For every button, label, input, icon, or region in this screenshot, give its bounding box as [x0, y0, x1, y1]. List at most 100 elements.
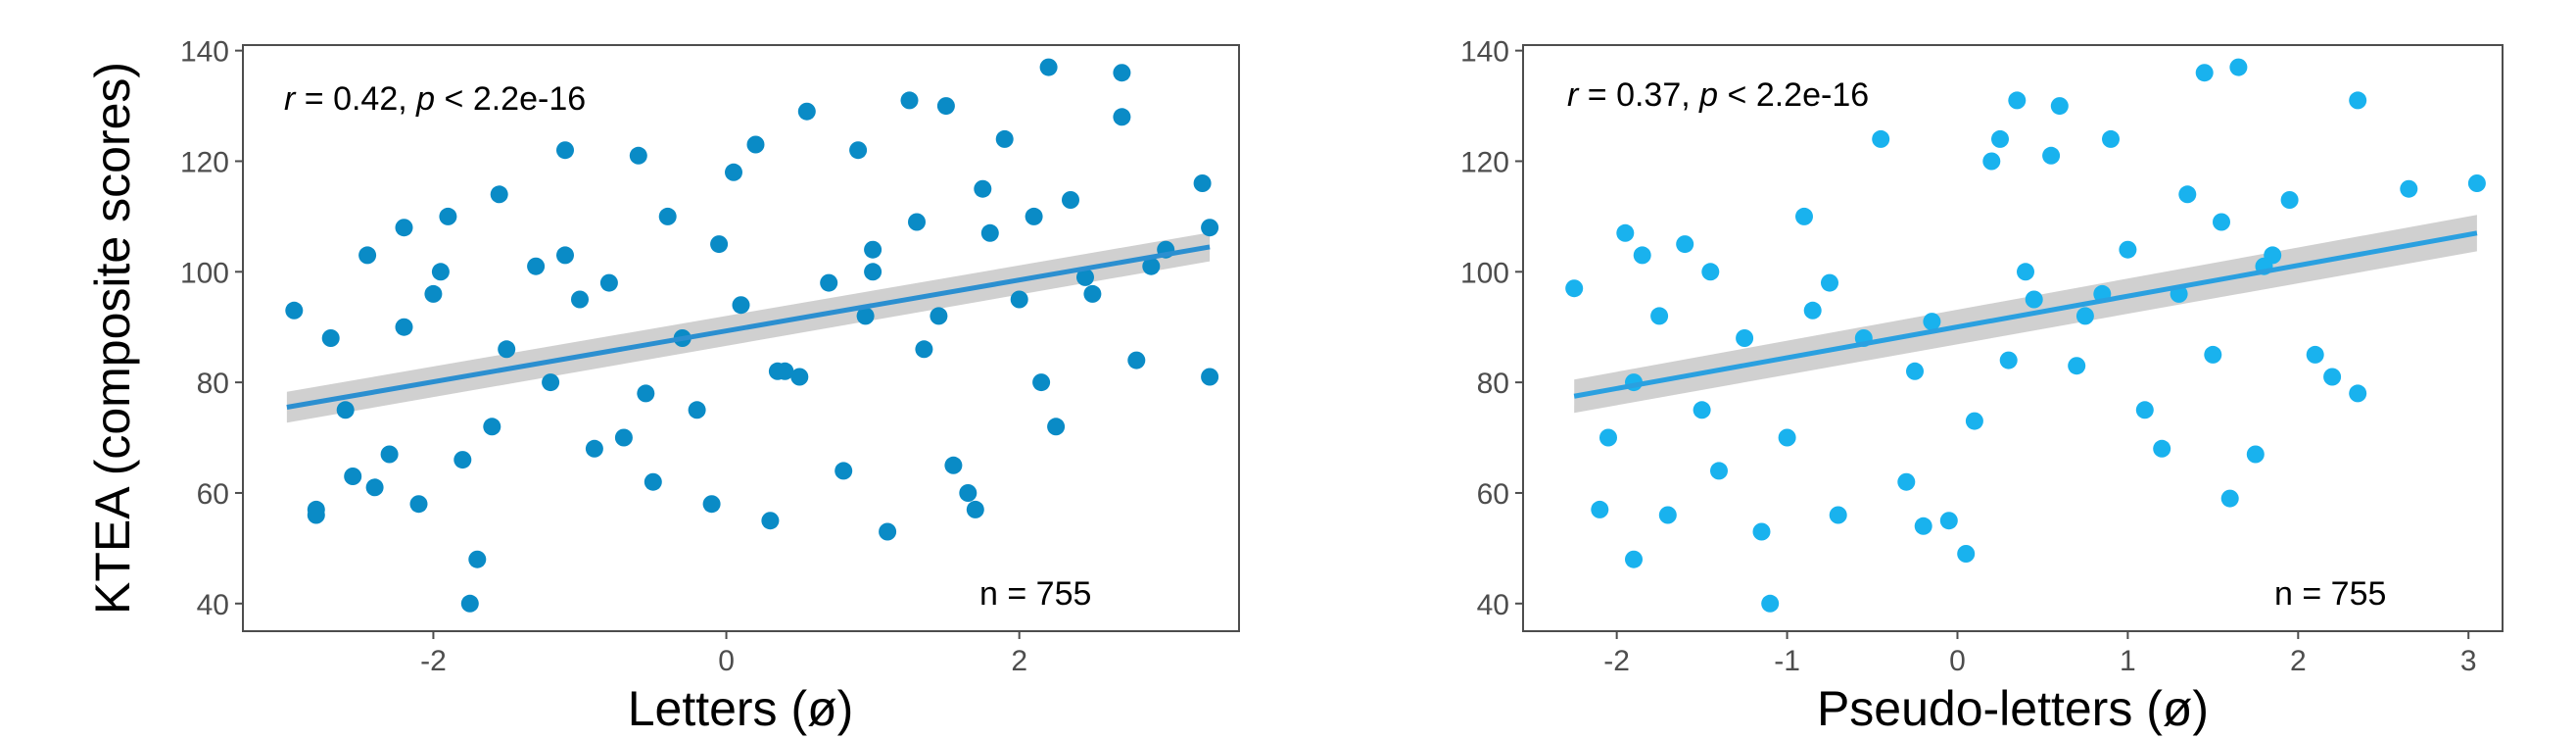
left-x-tick-label: 0 — [718, 645, 735, 677]
left-y-tick-label: 80 — [197, 368, 229, 400]
right-y-tick-label: 80 — [1477, 368, 1509, 400]
left-trend-line — [286, 244, 1211, 410]
right-data-point — [2349, 91, 2367, 110]
right-correlation-annotation: r = 0.37, p < 2.2e-16 — [1567, 76, 1869, 114]
left-x-tick-label: -2 — [420, 645, 447, 677]
right-data-point — [1872, 129, 1890, 148]
left-data-point — [746, 135, 765, 154]
left-data-point — [358, 246, 377, 265]
left-data-point — [966, 500, 984, 518]
left-data-point — [1127, 351, 1146, 370]
left-data-point — [1193, 174, 1212, 192]
right-data-point — [2195, 64, 2214, 82]
right-data-point — [2280, 191, 2299, 209]
right-data-point — [1965, 412, 1983, 430]
left-y-tick-label: 40 — [197, 589, 229, 621]
left-data-point — [424, 284, 443, 303]
right-data-point — [1701, 263, 1720, 281]
right-data-point — [1710, 462, 1728, 480]
left-data-point — [702, 495, 721, 514]
right-data-point — [2220, 489, 2239, 508]
left-data-point — [439, 207, 457, 225]
right-data-point — [1999, 351, 2018, 370]
right-data-point — [1914, 517, 1932, 535]
left-data-point — [797, 102, 816, 121]
right-data-point — [2153, 439, 2171, 458]
left-data-point — [453, 451, 472, 469]
right-data-point — [2204, 345, 2222, 364]
right-data-point — [1778, 428, 1796, 447]
left-x-tick-label: 2 — [1011, 645, 1027, 677]
left-data-point — [1113, 108, 1131, 126]
left-data-point — [915, 340, 933, 359]
left-data-point — [959, 484, 978, 502]
left-data-point — [498, 340, 516, 359]
left-data-point — [1142, 257, 1161, 275]
left-data-point — [409, 495, 428, 514]
right-x-tick-label: -2 — [1603, 645, 1630, 677]
left-y-ticks: 40 60 80 100 120 140 — [180, 36, 243, 621]
right-data-point — [1982, 152, 2001, 171]
right-data-point — [1625, 550, 1643, 568]
right-data-point — [1923, 313, 1941, 331]
left-data-point — [980, 223, 999, 242]
right-data-point — [1939, 512, 1958, 530]
left-data-point — [490, 185, 508, 204]
right-data-point — [1803, 301, 1822, 320]
left-data-point — [1083, 284, 1102, 303]
left-data-point — [688, 401, 706, 419]
left-y-tick-label: 60 — [197, 478, 229, 511]
left-trend-group — [286, 244, 1211, 410]
right-data-point — [1761, 594, 1780, 613]
right-data-point — [1616, 223, 1635, 242]
left-data-point — [944, 456, 963, 474]
right-data-point — [1693, 401, 1711, 419]
right-data-point — [2075, 307, 2094, 325]
right-y-ticks: 40 60 80 100 120 140 — [1460, 36, 1523, 621]
left-data-point — [365, 478, 384, 497]
right-data-point — [2008, 91, 2027, 110]
right-data-point — [1957, 545, 1976, 563]
left-data-point — [710, 235, 729, 254]
left-data-point — [336, 401, 355, 419]
right-data-point — [2400, 179, 2418, 198]
right-data-point — [1565, 279, 1584, 298]
left-data-point — [995, 129, 1014, 148]
left-data-point — [644, 472, 662, 491]
right-data-point — [2119, 240, 2137, 259]
right-data-point — [1897, 472, 1916, 491]
right-data-point — [2213, 213, 2230, 231]
right-trend-group — [1573, 230, 2478, 399]
left-data-point — [468, 550, 487, 568]
right-data-point — [2229, 58, 2248, 76]
left-data-point — [856, 307, 875, 325]
right-y-tick-label: 60 — [1477, 478, 1509, 511]
left-data-point — [556, 246, 574, 265]
left-data-point — [1010, 290, 1028, 309]
left-data-point — [864, 263, 883, 281]
right-data-point — [1676, 235, 1694, 254]
right-data-point — [2246, 445, 2265, 464]
left-data-point — [599, 273, 618, 292]
left-data-point — [395, 318, 413, 336]
right-data-point — [1650, 307, 1669, 325]
left-n-label: n = 755 — [979, 575, 1091, 613]
left-points-group — [285, 58, 1219, 613]
left-data-point — [1047, 418, 1066, 436]
left-data-point — [864, 240, 883, 259]
left-y-tick-label: 120 — [180, 146, 229, 178]
left-data-point — [395, 219, 413, 237]
right-x-ticks: -2 -1 0 1 2 3 — [1603, 631, 2477, 677]
right-scatter-panel: -2 -1 0 1 2 3 40 60 80 100 120 140 r = 0.37, p < 2… — [1460, 36, 2504, 736]
right-data-point — [2102, 129, 2120, 148]
left-data-point — [542, 373, 560, 392]
left-data-point — [321, 329, 340, 347]
left-data-point — [879, 522, 897, 541]
left-data-point — [629, 146, 647, 165]
left-y-axis-title: KTEA (composite scores) — [85, 62, 140, 615]
right-plot-frame — [1522, 44, 2504, 632]
right-data-point — [2306, 345, 2324, 364]
left-data-point — [637, 384, 655, 403]
right-y-tick-label: 120 — [1460, 146, 1509, 178]
